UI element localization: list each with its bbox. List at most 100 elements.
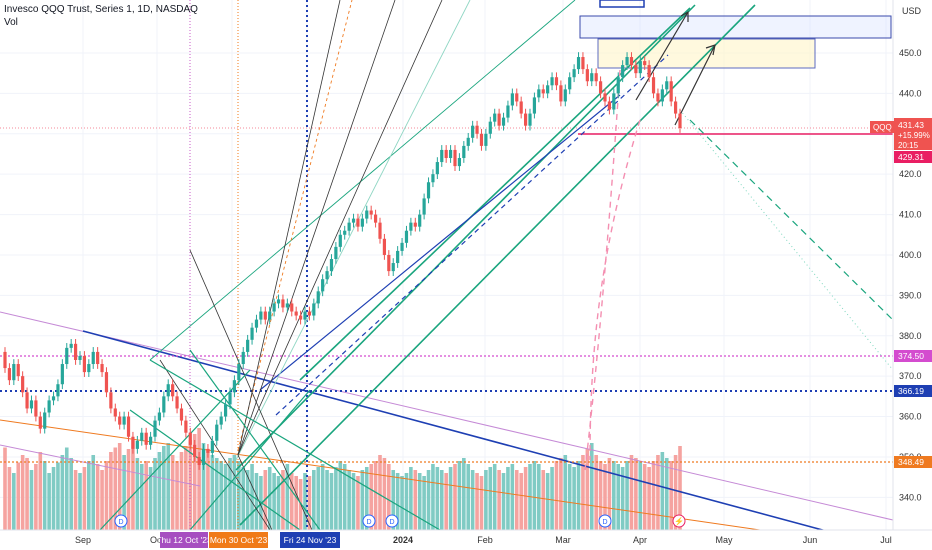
candle-body: [616, 77, 620, 94]
channel-upper: [235, 4, 696, 471]
candle-body: [228, 392, 232, 405]
candle-body: [440, 149, 444, 163]
volume-bar: [192, 434, 197, 530]
volume-bar: [122, 455, 126, 530]
volume-bar: [228, 458, 232, 530]
candle-body: [109, 392, 113, 409]
navy-dashed-line: [275, 54, 669, 416]
candle-body: [656, 93, 660, 102]
volume-bar: [316, 467, 321, 530]
candle-body: [554, 77, 559, 86]
candle-body: [404, 230, 409, 243]
teal-fan-2: [235, 0, 471, 461]
candle-body: [413, 222, 417, 227]
price-level-tag: 429.31: [898, 152, 924, 162]
time-tick-label: Jul: [880, 535, 892, 545]
volume-bar: [179, 452, 184, 530]
volume-bar: [188, 440, 193, 530]
volume-bar: [16, 462, 21, 530]
candle-body: [497, 113, 501, 126]
zone-box-blue: [579, 15, 892, 39]
volume-bar: [38, 452, 43, 530]
purple-trendline-low: [0, 444, 201, 487]
earnings-marker-icon: [672, 514, 686, 528]
candle-body: [568, 77, 572, 90]
candle-body: [479, 133, 484, 146]
volume-bar: [338, 461, 343, 530]
candle-body: [47, 400, 51, 413]
candle-body: [78, 355, 82, 360]
teal-grid-2: [129, 409, 301, 531]
candle-body: [298, 315, 303, 320]
orange-trendline: [0, 419, 761, 531]
teal-dashed-projection: [689, 119, 894, 321]
price-level-tag-bg: [894, 385, 932, 397]
volume-bar: [453, 464, 457, 530]
volume-bar: [303, 473, 307, 530]
volume-bar: [629, 455, 634, 530]
dividend-marker-letter: D: [366, 519, 371, 526]
candle-body: [457, 158, 462, 167]
candle-body: [598, 81, 603, 94]
candle-body: [678, 113, 682, 128]
volume-bar: [329, 473, 334, 530]
candle-body: [104, 372, 109, 393]
time-tick-label: May: [715, 535, 733, 545]
price-tick-label: 390.0: [899, 290, 922, 300]
candle-body: [210, 440, 214, 453]
volume-bar: [214, 458, 219, 530]
volume-bar: [369, 464, 373, 530]
candle-body: [294, 311, 298, 316]
earnings-marker-glyph: ⚡: [674, 516, 684, 526]
candle-body: [144, 432, 148, 445]
volume-bar: [254, 473, 259, 530]
candle-body: [559, 85, 563, 102]
candlesticks: [3, 52, 682, 470]
candle-body: [510, 93, 514, 106]
volume-bar: [576, 461, 581, 530]
volume-bar: [669, 461, 673, 530]
volume-bar: [184, 446, 188, 530]
candle-body: [21, 376, 25, 393]
price-axis: 340.0350.0360.0370.0380.0390.0400.0410.0…: [870, 0, 932, 550]
candle-body: [162, 396, 166, 413]
projection-arrow-2: [674, 44, 716, 126]
candle-body: [100, 364, 104, 373]
volume-bar: [95, 464, 100, 530]
volume-bar: [276, 476, 281, 530]
dividend-marker-icon: [385, 514, 399, 528]
black-fan-2: [237, 0, 396, 456]
volume-bar: [294, 476, 298, 530]
volume-bar: [616, 464, 621, 530]
candle-body: [409, 222, 413, 231]
candle-body: [532, 97, 537, 114]
dividend-marker-letter: D: [389, 519, 394, 526]
drawing-tools: [0, 0, 894, 533]
candle-body: [435, 162, 439, 175]
candle-body: [321, 279, 325, 292]
candle-body: [43, 412, 47, 429]
volume-bar: [404, 473, 409, 530]
candle-body: [590, 73, 594, 82]
volume-bar: [320, 464, 325, 530]
volume-bar: [325, 470, 329, 530]
candle-body: [34, 400, 38, 417]
price-tick-label: 450.0: [899, 48, 922, 58]
candle-body: [382, 238, 387, 255]
volume-bar: [342, 464, 347, 530]
volume-bar: [612, 461, 616, 530]
date-highlight-bg: [160, 532, 208, 548]
candle-body: [184, 420, 188, 433]
volume-bar: [550, 467, 554, 530]
candle-body: [276, 299, 281, 304]
candle-body: [373, 214, 378, 223]
volume-bar: [42, 461, 47, 530]
navy-line: [259, 94, 621, 391]
candle-body: [246, 339, 250, 352]
candle-body: [572, 69, 576, 78]
volume-bar: [417, 473, 422, 530]
candle-body: [594, 73, 598, 82]
volume-bar: [364, 467, 369, 530]
last-price-label: 431.43: [898, 120, 924, 130]
